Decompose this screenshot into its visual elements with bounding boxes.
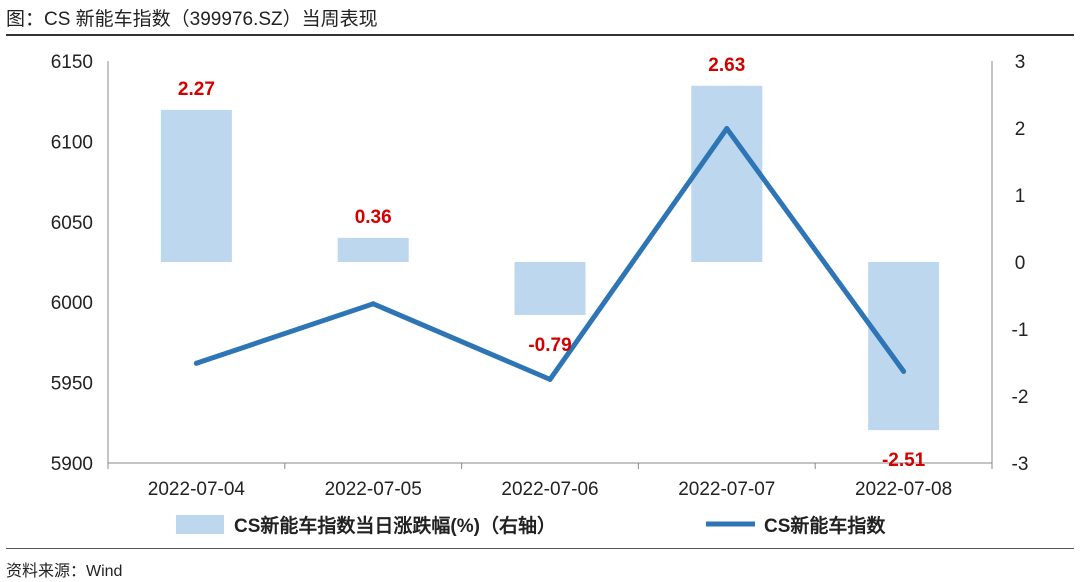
legend: CS新能车指数当日涨跌幅(%)（右轴） CS新能车指数 [176, 514, 886, 537]
y-left-tick-label: 6000 [51, 293, 93, 314]
line-series [193, 126, 907, 382]
y-right-tick-label: 1 [1015, 186, 1026, 207]
data-labels: 2.27 0.36 -0.79 2.63 -2.51 [178, 55, 926, 471]
y-right-tick-label: -3 [1012, 454, 1029, 475]
bar [514, 262, 586, 315]
tick-labels: 6150 6100 6050 6000 5950 5900 3 2 1 0 -1 -2 -3 2022-0… [51, 52, 1029, 500]
y-left-tick-label: 6050 [51, 213, 93, 234]
y-right-tick-label: 2 [1015, 119, 1026, 140]
bar-series [160, 85, 940, 431]
bar [868, 262, 940, 431]
y-left-tick-label: 6100 [51, 132, 93, 153]
y-right-tick-label: -1 [1012, 320, 1029, 341]
title-divider [6, 34, 1074, 36]
y-right-tick-label: 3 [1015, 52, 1026, 73]
line-point [370, 301, 376, 307]
line-point [901, 368, 907, 374]
y-right-tick-label: 0 [1015, 253, 1026, 274]
legend-line-label: CS新能车指数 [764, 514, 886, 537]
line-point [193, 360, 199, 366]
data-label: 2.27 [178, 79, 215, 100]
chart-title: 图：CS 新能车指数（399976.SZ）当周表现 [6, 9, 378, 30]
x-tick-label: 2022-07-07 [678, 479, 775, 500]
y-left-tick-label: 5950 [51, 374, 93, 395]
line-point [724, 126, 730, 132]
x-tick-label: 2022-07-08 [855, 479, 952, 500]
x-tick-label: 2022-07-05 [325, 479, 422, 500]
axes [107, 61, 993, 469]
data-label: -2.51 [882, 450, 926, 471]
x-tick-label: 2022-07-06 [501, 479, 598, 500]
y-left-tick-label: 5900 [51, 454, 93, 475]
data-label: 2.63 [708, 55, 745, 76]
source-note: 资料来源：Wind [6, 563, 123, 580]
bar [160, 109, 232, 262]
chart: 2.27 0.36 -0.79 2.63 -2.51 6150 6100 6050 6000 5… [51, 52, 1029, 537]
footer-divider [6, 548, 1074, 549]
data-label: -0.79 [528, 335, 571, 356]
x-tick-label: 2022-07-04 [148, 479, 246, 500]
y-right-tick-label: -2 [1012, 387, 1029, 408]
line-point [547, 376, 553, 382]
data-label: 0.36 [355, 207, 392, 228]
y-left-tick-label: 6150 [51, 52, 93, 73]
legend-bar-swatch [176, 515, 224, 534]
bar [691, 85, 763, 262]
bar [337, 237, 409, 262]
legend-bar-label: CS新能车指数当日涨跌幅(%)（右轴） [234, 514, 556, 537]
